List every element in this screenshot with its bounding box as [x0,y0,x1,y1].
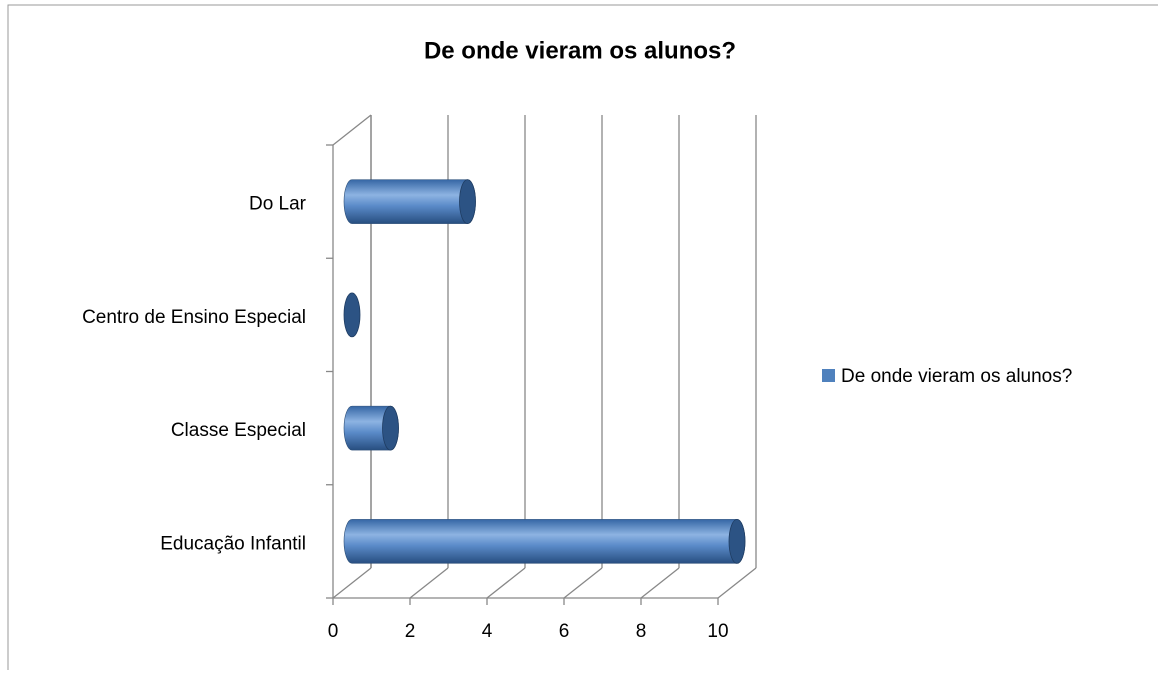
bar-body [343,179,476,224]
grid-line [486,567,526,599]
bar [343,179,476,225]
legend-label: De onde vieram os alunos? [841,366,1072,387]
x-tick-label: 10 [707,621,728,642]
bar [343,405,399,451]
grid-line [717,567,757,599]
bar-cap [343,292,361,338]
bar-cap [382,405,399,451]
y-tick-label: Educação Infantil [160,533,306,554]
bar [343,292,361,338]
grid-line [640,567,680,599]
y-tick-label: Centro de Ensino Especial [82,307,306,328]
bar-body [343,519,746,564]
y-tick-label: Do Lar [249,194,307,215]
x-tick-label: 6 [559,621,570,642]
x-tick-label: 8 [636,621,647,642]
chart-title: De onde vieram os alunos? [424,37,736,64]
grid-line [332,567,372,599]
chart-border [7,4,1158,670]
bar-cap [459,179,476,225]
x-tick-label: 2 [405,621,416,642]
bar [343,518,746,564]
x-tick-label: 4 [482,621,493,642]
wall-edge [332,114,372,146]
bar-cap [728,518,746,564]
grid-line [409,567,449,599]
grid-line [563,567,603,599]
y-tick-label: Classe Especial [171,420,306,441]
x-tick-label: 0 [328,621,339,642]
legend-swatch [822,369,835,382]
